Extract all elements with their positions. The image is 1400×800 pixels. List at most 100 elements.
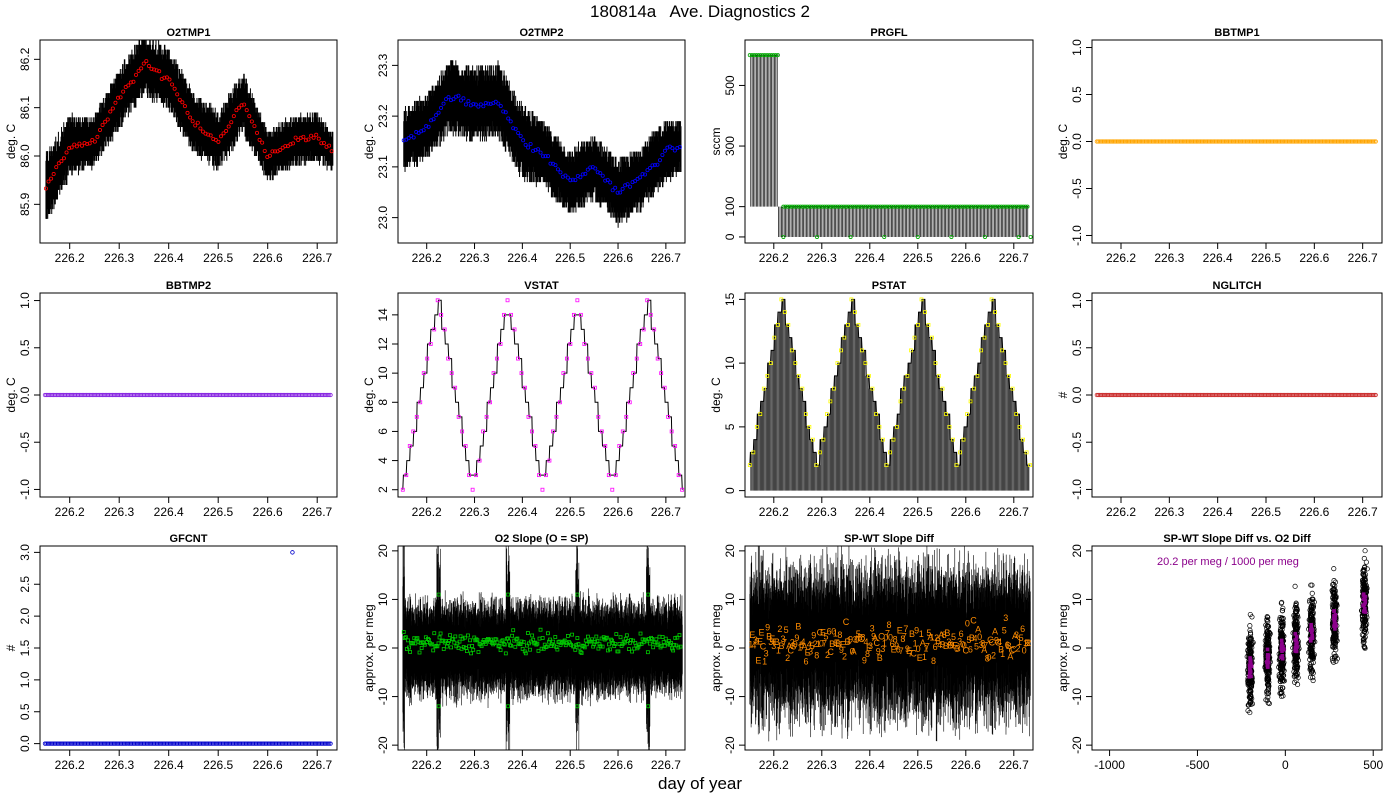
x-tick-label: 226.3 <box>104 505 134 519</box>
data-point <box>1321 392 1327 398</box>
mean-point <box>954 463 959 468</box>
mean-point <box>773 53 778 58</box>
data-point <box>1205 139 1210 144</box>
y-tick-label: 14 <box>376 308 390 322</box>
data-point <box>190 741 195 746</box>
mean-point <box>857 204 862 209</box>
data-point <box>223 741 228 746</box>
mean-point <box>867 373 871 378</box>
mean-point <box>852 204 857 209</box>
mean-point <box>573 647 578 652</box>
data-point <box>295 392 300 398</box>
mean-point <box>441 101 446 106</box>
mean-point <box>872 204 877 209</box>
mean-point <box>523 651 528 656</box>
data-point <box>1323 139 1328 144</box>
data-point <box>315 392 320 398</box>
data-point <box>88 741 93 746</box>
data-point <box>319 392 325 398</box>
data-point <box>311 741 316 746</box>
mean-point <box>891 204 896 209</box>
mean-point <box>502 312 506 317</box>
mean-point <box>659 371 664 376</box>
data-point <box>120 741 125 746</box>
mean-point <box>585 167 590 172</box>
mean-point <box>421 128 426 133</box>
data-point <box>1347 392 1352 398</box>
mean-point <box>889 204 894 209</box>
data-point <box>284 741 289 746</box>
mean-point <box>513 126 518 131</box>
x-tick-label: 226.2 <box>759 505 789 519</box>
data-point <box>328 392 333 398</box>
mean-point <box>604 635 609 640</box>
data-point <box>327 741 332 746</box>
mean-point <box>995 204 1000 209</box>
data-point <box>230 392 236 398</box>
data-point <box>1293 139 1298 144</box>
mean-point <box>49 176 54 181</box>
data-point <box>91 392 96 398</box>
mean-point <box>933 361 938 366</box>
mean-point <box>453 385 458 390</box>
data-point <box>110 741 115 746</box>
data-point <box>1211 139 1216 144</box>
data-point <box>51 741 56 746</box>
mean-point <box>751 450 756 455</box>
data-point <box>80 392 85 398</box>
data-point <box>1345 392 1350 398</box>
mean-point <box>534 642 539 647</box>
data-point <box>113 741 118 746</box>
mean-point <box>488 101 493 106</box>
mean-point <box>1016 204 1021 209</box>
mean-point <box>980 204 985 209</box>
data-point <box>50 392 55 398</box>
data-point <box>1334 139 1339 144</box>
mean-point <box>403 635 408 640</box>
data-point <box>1366 139 1371 144</box>
data-point <box>1313 392 1318 398</box>
data-point <box>1226 392 1231 398</box>
data-point <box>1230 139 1235 144</box>
data-point <box>245 392 250 398</box>
x-tick-label: 226.7 <box>651 251 681 265</box>
mean-point <box>519 371 524 376</box>
mean-point <box>553 635 558 639</box>
data-point <box>1135 139 1140 144</box>
data-point <box>1100 392 1105 398</box>
data-point <box>72 392 78 398</box>
data-point <box>189 392 194 398</box>
data-point <box>1142 139 1147 144</box>
data-point <box>47 741 52 746</box>
data-point <box>1304 139 1310 144</box>
mean-point <box>511 628 516 633</box>
mean-point <box>677 633 682 638</box>
data-point <box>1330 392 1335 398</box>
mean-point <box>578 175 583 180</box>
plot-area <box>42 550 333 746</box>
data-point <box>131 741 137 746</box>
data-point <box>64 392 69 398</box>
mean-point <box>446 356 451 361</box>
mean-point <box>505 298 510 303</box>
mean-point <box>523 385 527 390</box>
mean-point <box>85 142 90 147</box>
mean-point <box>930 204 935 209</box>
data-point <box>269 741 274 746</box>
mean-point <box>607 642 611 647</box>
data-point <box>1337 139 1342 144</box>
data-point <box>80 741 85 746</box>
mean-point <box>597 642 602 647</box>
data-point <box>1352 392 1357 398</box>
data-point <box>1278 392 1283 398</box>
y-tick-label: 0.0 <box>18 386 32 403</box>
mean-point <box>270 149 275 154</box>
mean-point <box>846 204 851 209</box>
data-point <box>1094 392 1099 398</box>
data-point <box>45 392 50 398</box>
